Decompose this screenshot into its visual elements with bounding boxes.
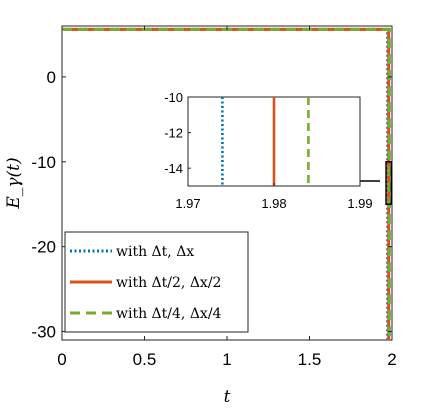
inset-y-tick-label: -12 — [164, 126, 183, 141]
x-tick-label: 2 — [387, 350, 396, 369]
main-ticks-group: 0 0.5 1 1.5 2 0 -10 -20 -30 — [31, 26, 397, 369]
main-series-group — [62, 27, 391, 340]
legend-label-1: with Δt, Δx — [116, 244, 194, 260]
y-tick-label: -30 — [31, 323, 56, 342]
x-tick-label: 1.5 — [298, 350, 322, 369]
zoom-region-box — [385, 161, 393, 205]
x-axis-label: t — [224, 387, 231, 407]
inset-series-group — [221, 97, 310, 186]
inset-ticks-group: 1.97 1.98 1.99 -10 -12 -14 — [164, 90, 372, 211]
x-tick-label: 1 — [222, 350, 231, 369]
inset-x-tick-label: 1.98 — [261, 196, 286, 211]
y-tick-label: -10 — [31, 153, 56, 172]
inset-y-tick-label: -10 — [164, 90, 183, 105]
series-line-3 — [62, 27, 391, 340]
inset-x-tick-label: 1.97 — [175, 196, 200, 211]
legend-label-3: with Δt/4, Δx/4 — [116, 306, 222, 322]
y-axis-label-text: E_γ(t) — [4, 157, 24, 209]
inset-y-tick-label: -14 — [164, 161, 183, 176]
y-axis-label: E_γ(t) — [4, 157, 24, 209]
legend-label-2: with Δt/2, Δx/2 — [116, 275, 221, 291]
y-tick-label: -20 — [31, 238, 56, 257]
inset-x-tick-label: 1.99 — [347, 196, 372, 211]
x-tick-label: 0.5 — [133, 350, 157, 369]
y-tick-label: 0 — [47, 68, 56, 87]
legend: with Δt, Δx with Δt/2, Δx/2 with Δt/4, Δx/… — [64, 231, 249, 333]
x-tick-label: 0 — [57, 350, 66, 369]
